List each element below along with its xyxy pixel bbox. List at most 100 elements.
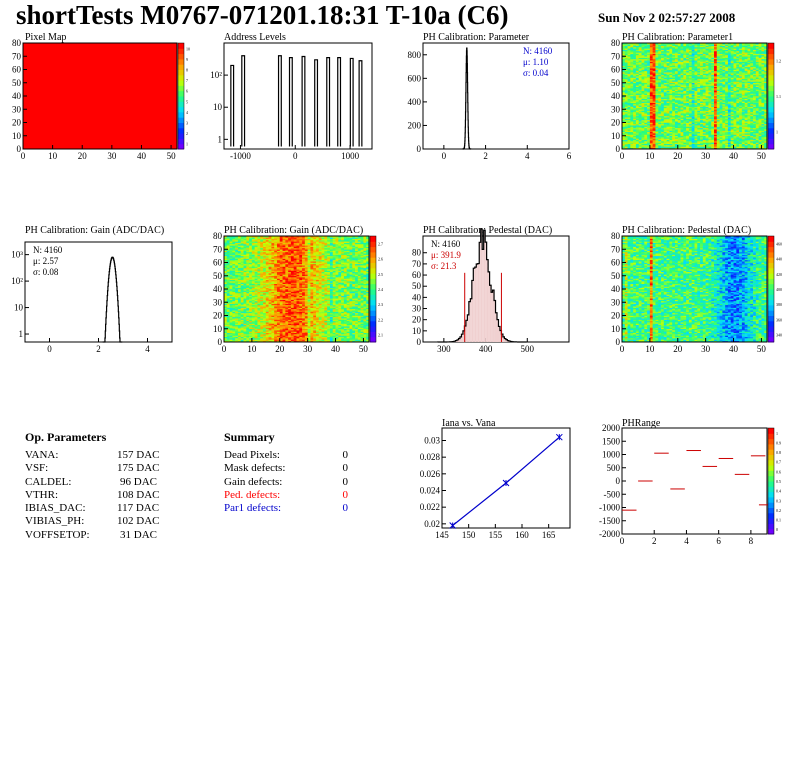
phpar1map-cell xyxy=(744,76,748,78)
phpar1map-cell xyxy=(647,139,651,142)
phpar1map-cell xyxy=(627,52,631,54)
phpar1map-cell xyxy=(739,119,743,122)
phpar1map-cell xyxy=(663,73,667,76)
phpar1map-cell xyxy=(683,54,687,57)
phpar1map-cell xyxy=(680,102,684,105)
phpar1map-cell xyxy=(680,50,684,53)
phpar1map-cell xyxy=(686,88,690,90)
phpar1map-cell xyxy=(702,97,706,99)
phpar1map-cell xyxy=(733,69,737,72)
phpar1map-cell xyxy=(652,48,656,50)
phpar1map-cell xyxy=(663,105,667,107)
phpar1map-cell xyxy=(658,145,662,147)
phpar1map-cell xyxy=(666,69,670,72)
phpar1map-cell xyxy=(744,56,748,58)
phpar1map-cell xyxy=(641,53,645,56)
phpar1map-cell xyxy=(677,54,681,57)
phpar1map-cell xyxy=(711,127,715,130)
phpar1map-cell xyxy=(705,139,709,142)
phpar1map-cell xyxy=(686,44,690,46)
phpar1map-cell xyxy=(741,48,745,50)
phpar1map-cell xyxy=(686,106,690,109)
phpar1map-cell xyxy=(638,135,642,138)
phpar1map-cell xyxy=(652,92,656,94)
phpar1map-cell xyxy=(647,114,651,117)
phpar1map-cell xyxy=(680,60,684,62)
phpar1map-cell xyxy=(711,97,715,99)
phpar1map-cell xyxy=(644,60,648,62)
phpar1map-cell xyxy=(686,146,690,148)
phpar1map-cell xyxy=(674,129,679,131)
phpar1map-cell xyxy=(644,46,648,49)
phpar1map-cell xyxy=(641,111,645,114)
phpar1map-cell xyxy=(644,123,648,126)
phpar1map-cell xyxy=(658,84,662,86)
phpar1map-cell xyxy=(633,93,637,95)
phpar1map-cell xyxy=(719,90,723,93)
pixelmap-palette-cell xyxy=(178,117,184,123)
phpar1map-cell xyxy=(652,52,656,54)
phpar1map-cell xyxy=(722,82,726,85)
phpar1map-cell xyxy=(747,141,751,143)
phpar1map-cell xyxy=(725,96,729,98)
phpar1map-cell xyxy=(739,142,743,144)
phpar1map-cell xyxy=(661,138,665,141)
phpar1map-cell xyxy=(627,58,631,61)
phpar1map-cell xyxy=(635,73,640,76)
phpar1map-cell xyxy=(666,77,670,80)
phpar1map-cell xyxy=(730,97,734,99)
phpar1map-cell xyxy=(691,56,695,58)
phpar1map-cell xyxy=(630,141,634,143)
phpar1map-cell xyxy=(669,98,673,101)
phpar1map-cell xyxy=(741,93,745,95)
phpar1map-cell xyxy=(730,110,734,113)
phpar1map-cell xyxy=(733,60,737,62)
phpar1map-cell xyxy=(714,122,718,125)
phpar1map-cell xyxy=(727,46,732,49)
phpar1map-cell xyxy=(691,102,695,105)
phpar1map-cell xyxy=(688,88,693,90)
phpar1map-cell xyxy=(638,77,642,80)
phpar1map-cell xyxy=(697,139,701,142)
phpar1map-cell xyxy=(722,119,726,122)
phpar1map-cell xyxy=(680,64,684,66)
phpar1map-cell xyxy=(736,126,740,129)
phpar1map-cell xyxy=(630,127,634,130)
phpar1map-cell xyxy=(663,125,667,127)
phpar1map-cell xyxy=(722,131,726,134)
phpar1map-cell xyxy=(688,96,693,98)
phpar1map-cell xyxy=(655,133,659,135)
phpar1map-cell xyxy=(700,105,704,107)
phpar1map-cell xyxy=(666,105,670,107)
phpar1map-cell xyxy=(677,123,681,126)
phpar1map-cell xyxy=(688,45,693,48)
phpar1map-cell xyxy=(644,142,648,144)
phpar1map-cell xyxy=(702,65,706,68)
phpar1map-cell xyxy=(644,113,648,115)
phpar1map-cell xyxy=(694,107,698,110)
phpar1map-cell xyxy=(733,146,737,148)
phpar1map-cell xyxy=(649,64,653,66)
phpar1map-cell xyxy=(727,56,732,58)
phpar1map-cell xyxy=(644,90,648,93)
phpar1map-cell xyxy=(680,126,684,129)
phpar1map-cell xyxy=(739,56,743,58)
phpar1map-cell xyxy=(694,68,698,70)
phpar1map-cell xyxy=(722,123,726,126)
phpar1map-cell xyxy=(652,123,656,126)
phpar1map-cell xyxy=(708,97,712,99)
phpar1map-cell xyxy=(652,54,656,57)
phpar1map-cell xyxy=(649,145,653,147)
phpar1map-cell xyxy=(669,111,673,114)
phpar1map-cell xyxy=(655,57,659,60)
phpar1map-cell xyxy=(744,119,748,122)
phpar1map-cell xyxy=(627,81,631,84)
phpar1map-cell xyxy=(708,130,712,133)
phpar1map-cell xyxy=(739,139,743,142)
phpar1map-cell xyxy=(680,73,684,76)
phpar1map-cell xyxy=(722,105,726,107)
phpar1map-cell xyxy=(630,69,634,72)
phpar1map-cell xyxy=(716,118,720,121)
phpar1map-cell xyxy=(680,115,684,118)
phpar1map-cell xyxy=(702,82,706,85)
